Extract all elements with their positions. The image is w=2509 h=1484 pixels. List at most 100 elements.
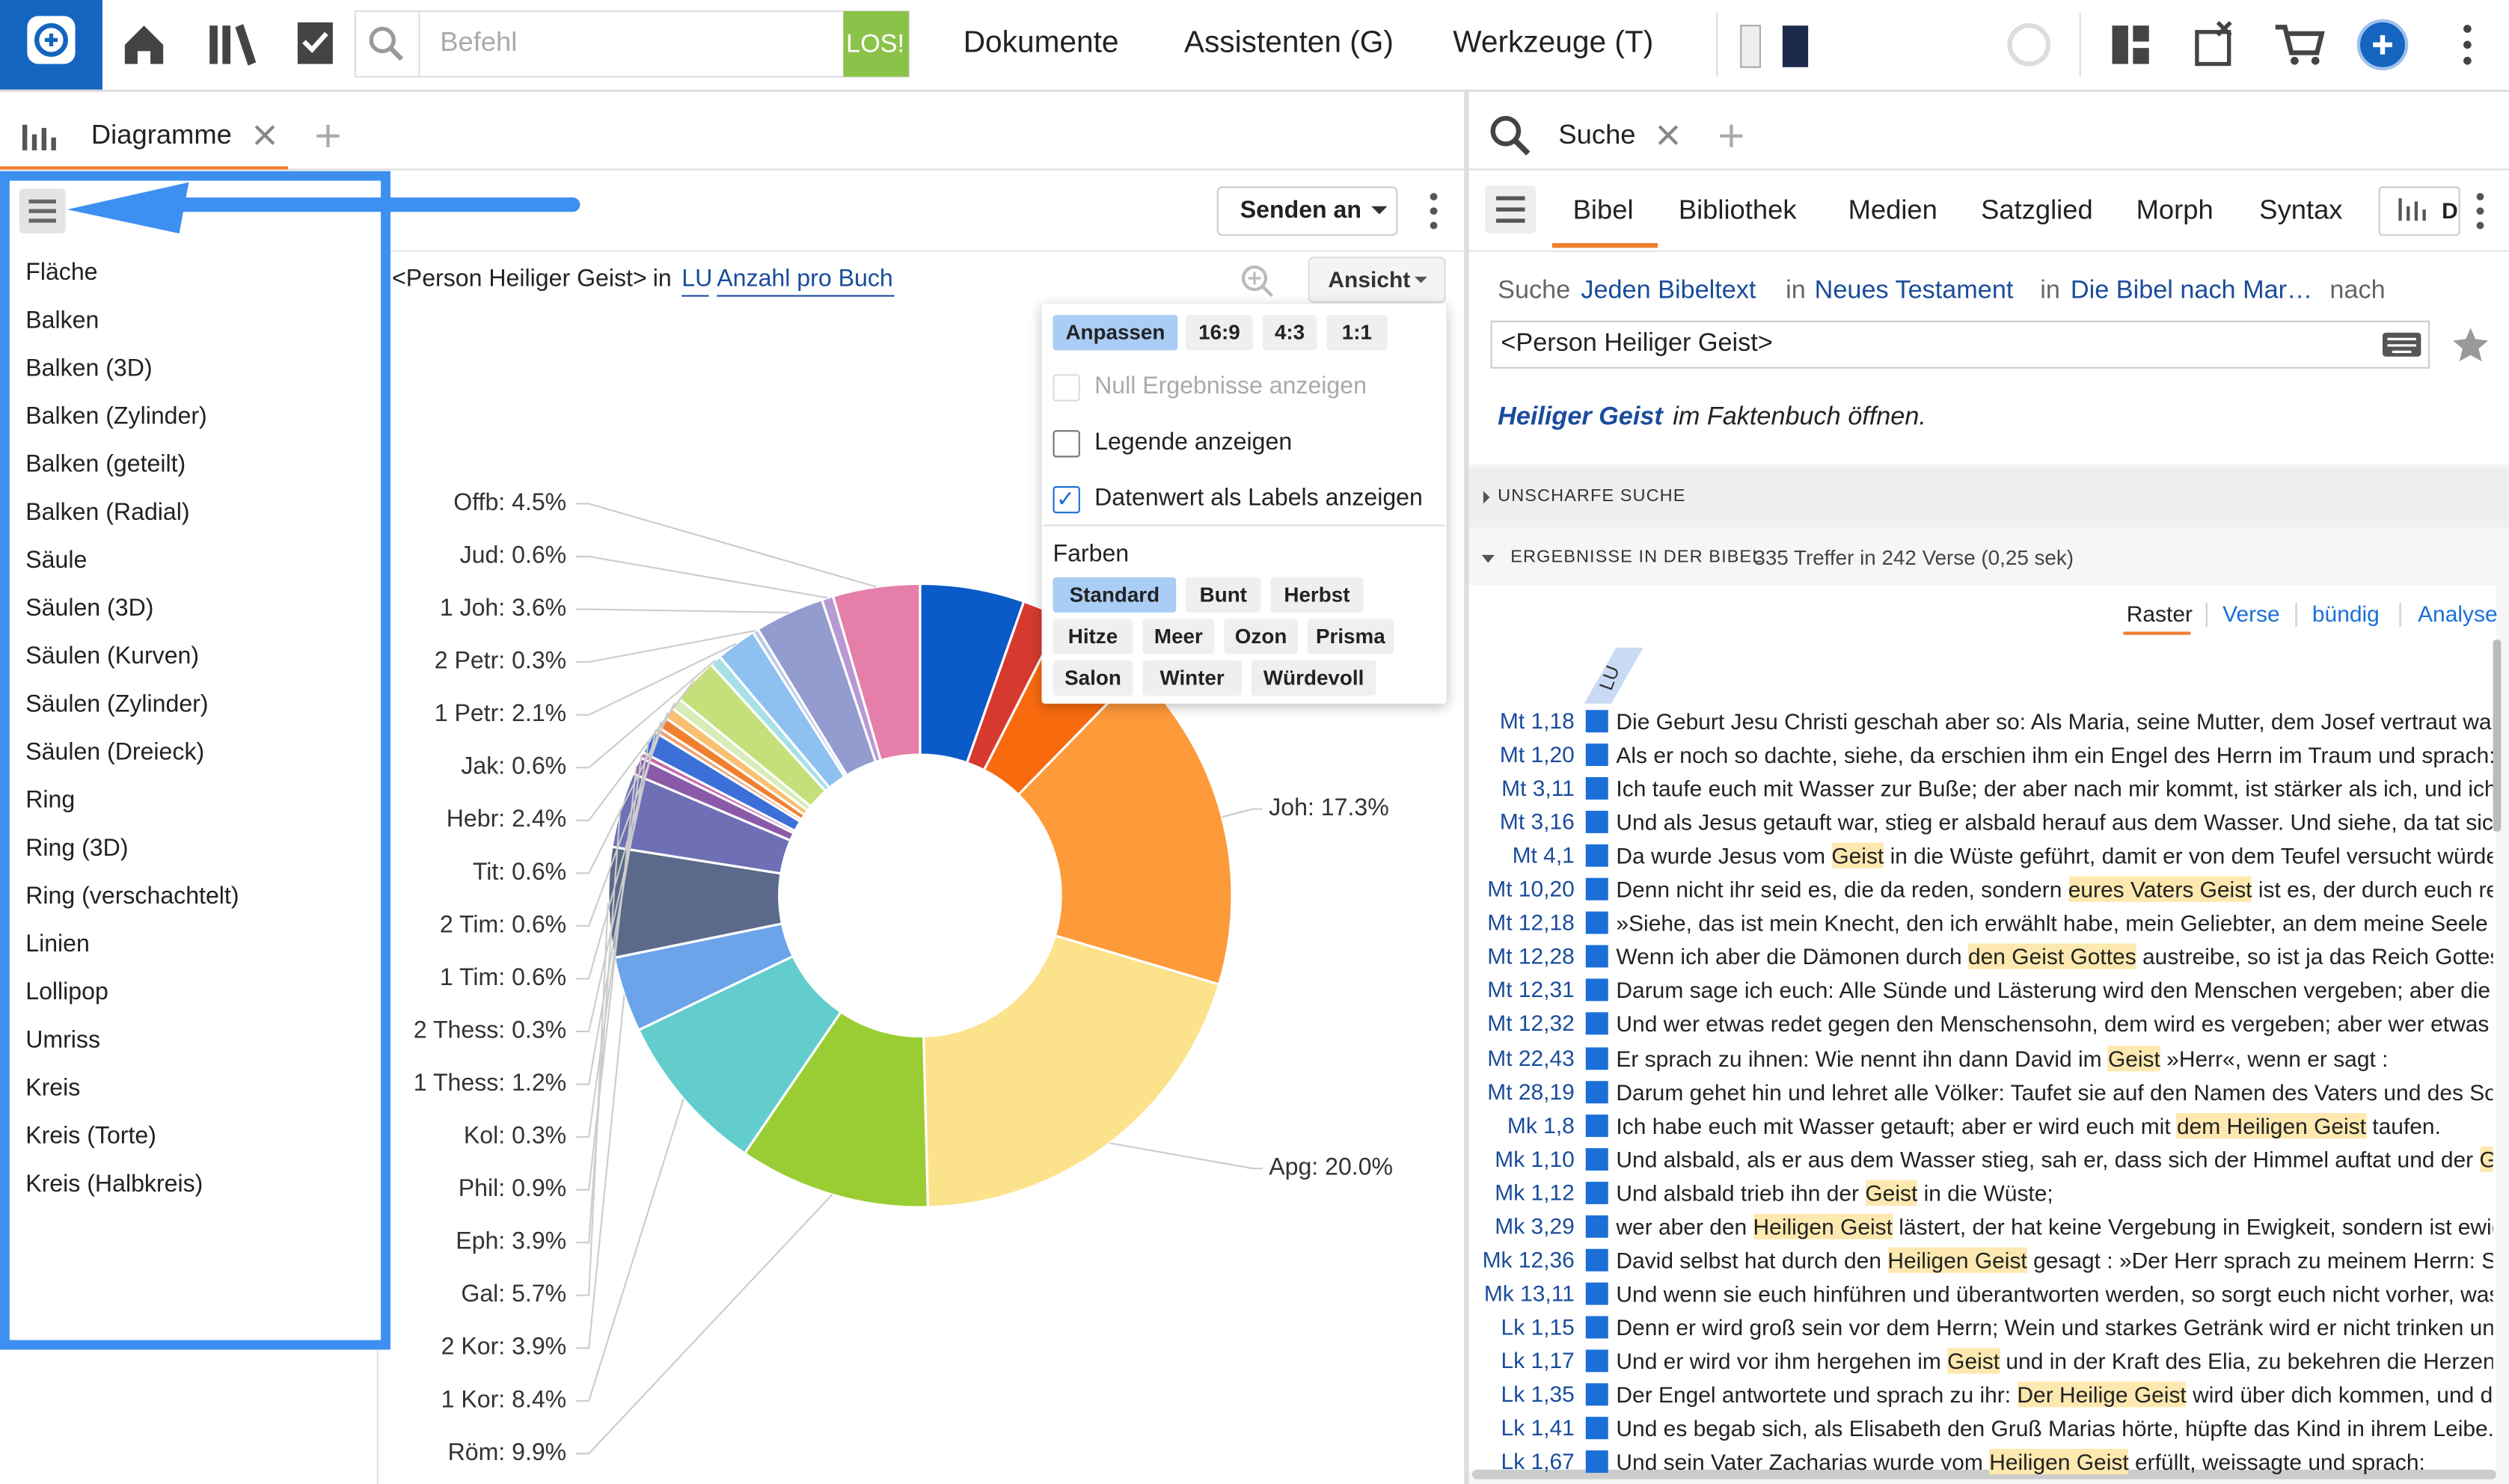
view-link[interactable]: bündig [2312, 601, 2380, 627]
verse-marker [1585, 1013, 1608, 1036]
chart-type[interactable]: Kreis [25, 1074, 81, 1103]
subtab[interactable]: D [2442, 197, 2458, 224]
verse-ref[interactable]: Mt 1,20 [1499, 741, 1575, 767]
subtab[interactable]: Satzglied [1981, 194, 2093, 226]
subtab[interactable]: Bibliothek [1678, 194, 1797, 226]
tab-label[interactable]: Suche [1558, 119, 1636, 150]
search-part[interactable]: Neues Testament [1814, 277, 2014, 305]
palette-button[interactable]: Herbst [1270, 577, 1364, 613]
verse-ref[interactable]: Lk 1,17 [1501, 1347, 1575, 1373]
verse-ref[interactable]: Mt 12,32 [1487, 1011, 1575, 1037]
palette-button[interactable]: Winter [1142, 660, 1242, 696]
palette-button[interactable]: Bunt [1186, 577, 1261, 613]
verse-ref[interactable]: Mt 28,19 [1487, 1078, 1575, 1104]
verse-ref[interactable]: Mt 12,31 [1487, 977, 1575, 1003]
verse-marker [1585, 1450, 1608, 1474]
text-part: Wenn ich aber die Dämonen durch [1616, 944, 1968, 970]
chart-type[interactable]: Linien [25, 930, 90, 958]
chart-type[interactable]: Umriss [25, 1026, 101, 1054]
chart-type[interactable]: Lollipop [25, 978, 108, 1006]
menu-item[interactable]: Dokumente [963, 26, 1119, 61]
query-mode[interactable]: Anzahl pro Buch [717, 265, 893, 293]
verse-ref[interactable]: Mk 1,8 [1507, 1112, 1575, 1138]
verse-ref[interactable]: Mk 1,10 [1495, 1145, 1575, 1171]
palette-button[interactable]: Standard [1053, 577, 1177, 613]
verse-ref[interactable]: Lk 1,41 [1501, 1414, 1575, 1441]
section-header[interactable]: UNSCHARFE SUCHE [1498, 486, 1686, 506]
chart-type[interactable]: Kreis (Halbkreis) [25, 1170, 203, 1198]
verse-ref[interactable]: Mt 22,43 [1487, 1044, 1575, 1070]
query-version[interactable]: LU [681, 265, 713, 293]
chart-type[interactable]: Balken (3D) [25, 355, 153, 382]
text-part: und in der Kraft des Elia, zu bekehren d… [2000, 1348, 2493, 1374]
subtab[interactable]: Bibel [1572, 194, 1634, 226]
verse-ref[interactable]: Mk 3,29 [1495, 1212, 1575, 1239]
search-input-text[interactable]: <Person Heiliger Geist> [1501, 330, 1773, 358]
verse-ref[interactable]: Mt 1,18 [1499, 708, 1575, 734]
verse-ref[interactable]: Mk 12,36 [1482, 1246, 1575, 1272]
menu-item[interactable]: Werkzeuge (T) [1453, 26, 1654, 61]
palette-button[interactable]: Ozon [1224, 619, 1298, 654]
checkbox[interactable]: ✓ [1053, 485, 1080, 514]
chart-type[interactable]: Säulen (Zylinder) [25, 690, 209, 718]
chart-type[interactable]: Ring [25, 786, 76, 815]
ratio-button[interactable]: Anpassen [1053, 315, 1178, 351]
view-link[interactable]: Verse [2222, 601, 2280, 627]
subtab[interactable]: Medien [1848, 194, 1937, 226]
chart-type[interactable]: Balken (Zylinder) [25, 402, 207, 431]
verse-ref[interactable]: Mt 10,20 [1487, 876, 1575, 902]
verse-ref[interactable]: Mt 4,1 [1512, 842, 1575, 868]
chart-type[interactable]: Balken [25, 307, 99, 334]
verse-ref[interactable]: Lk 1,15 [1501, 1313, 1575, 1340]
fact-term[interactable]: Heiliger Geist [1498, 403, 1663, 431]
verse-ref[interactable]: Lk 1,35 [1501, 1381, 1575, 1407]
palette-button[interactable]: Würdevoll [1251, 660, 1376, 696]
palette-button[interactable]: Prisma [1307, 619, 1394, 654]
chart-type[interactable]: Säulen (Dreieck) [25, 738, 205, 767]
verse-ref[interactable]: Mk 13,11 [1483, 1280, 1575, 1306]
tab-label[interactable]: Diagramme [91, 119, 232, 150]
verse-text: Die Geburt Jesu Christi geschah aber so:… [1616, 705, 2493, 738]
chart-type[interactable]: Balken (Radial) [25, 499, 190, 527]
verse-ref[interactable]: Mt 3,11 [1501, 775, 1575, 801]
view-link[interactable]: Raster [2126, 601, 2193, 627]
chart-type[interactable]: Säulen (Kurven) [25, 643, 200, 670]
subtab[interactable]: Syntax [2259, 194, 2343, 226]
connector [576, 711, 669, 927]
menu-item[interactable]: Assistenten (G) [1183, 26, 1394, 61]
verse-ref[interactable]: Mt 12,18 [1487, 910, 1575, 936]
view-button[interactable]: Ansicht [1328, 266, 1411, 292]
ratio-button[interactable]: 1:1 [1326, 315, 1388, 351]
view-link[interactable]: Analyse [2418, 601, 2498, 627]
query-in: in [652, 265, 672, 293]
checkbox[interactable] [1053, 374, 1080, 402]
connector [1109, 1142, 1263, 1170]
palette-button[interactable]: Meer [1142, 619, 1215, 654]
ratio-button[interactable]: 4:3 [1262, 315, 1317, 351]
highlight: Heiligen Geist [1887, 1247, 2027, 1273]
chart-type[interactable]: Säulen (3D) [25, 595, 154, 622]
verse-text: wer aber den Heiligen Geist lästert, der… [1616, 1210, 2493, 1242]
verse-ref[interactable]: Lk 1,67 [1501, 1448, 1575, 1474]
verse-ref[interactable]: Mt 12,28 [1487, 943, 1575, 969]
chart-type[interactable]: Säule [25, 547, 88, 574]
section-header[interactable]: ERGEBNISSE IN DER BIBEL [1510, 548, 1763, 567]
palette-button[interactable]: Hitze [1053, 619, 1133, 654]
subtab[interactable]: Morph [2136, 194, 2214, 226]
chart-type[interactable]: Ring (3D) [25, 834, 129, 862]
chart-type[interactable]: Kreis (Torte) [25, 1122, 156, 1150]
verse-ref[interactable]: Mk 1,12 [1495, 1179, 1575, 1205]
chart-type[interactable]: Ring (verschachtelt) [25, 883, 239, 910]
verse-ref[interactable]: Mt 3,16 [1499, 809, 1575, 835]
search-part[interactable]: Jeden Bibeltext [1581, 277, 1756, 305]
send-button[interactable]: Senden an [1240, 196, 1362, 224]
chart-type[interactable]: Fläche [25, 259, 98, 286]
search-part[interactable]: Die Bibel nach Mar… [2070, 277, 2313, 305]
text-part: in die Wüste; [1917, 1180, 2053, 1206]
palette-button[interactable]: Salon [1053, 660, 1133, 696]
checkbox[interactable] [1053, 430, 1080, 458]
ratio-button[interactable]: 16:9 [1186, 315, 1253, 351]
go-button[interactable]: LOS! [846, 31, 905, 58]
search-placeholder[interactable]: Befehl [440, 26, 518, 58]
chart-type[interactable]: Balken (geteilt) [25, 450, 186, 479]
